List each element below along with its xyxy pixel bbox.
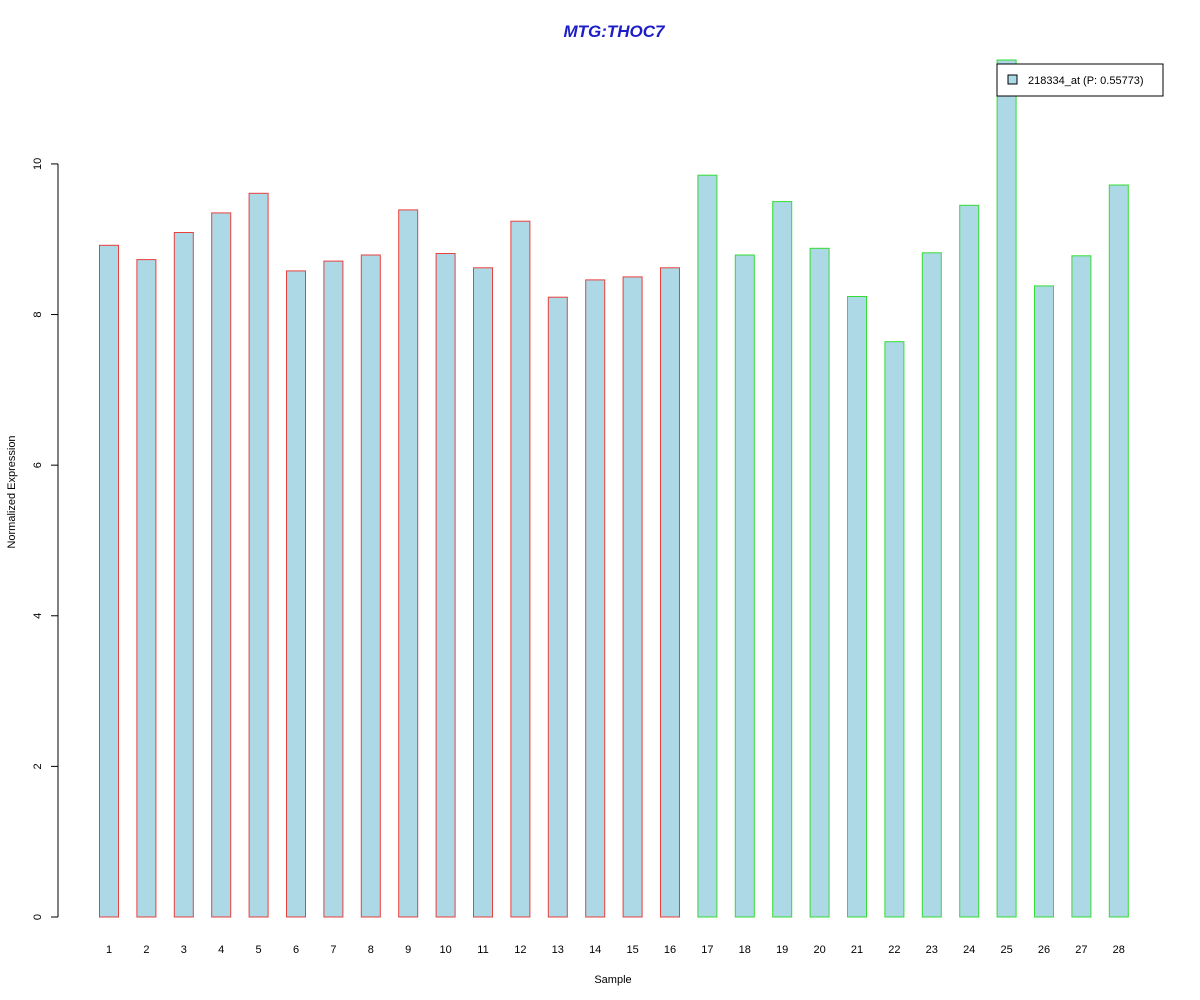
bar: [510, 220, 531, 918]
bar: [660, 267, 680, 918]
y-axis: 0 2 4 6 8 10: [32, 158, 59, 920]
x-tick-label: 13: [552, 944, 564, 956]
bar: [996, 59, 1017, 918]
bar: [547, 296, 568, 918]
x-tick-label: 9: [405, 944, 411, 956]
bar: [622, 276, 643, 918]
x-tick-label: 4: [218, 944, 224, 956]
y-tick-label: 4: [32, 613, 44, 619]
bar: [211, 212, 232, 918]
bar: [884, 341, 905, 918]
bar: [959, 204, 980, 918]
bar: [173, 232, 194, 918]
x-tick-label: 1: [106, 944, 112, 956]
bar: [435, 253, 456, 918]
y-tick-label: 2: [32, 763, 44, 769]
bars: [99, 59, 1129, 918]
x-tick-label: 16: [664, 944, 676, 956]
y-tick-label: 0: [32, 914, 44, 920]
y-tick-label: 10: [32, 158, 44, 170]
bar: [809, 247, 830, 918]
y-axis-label: Normalized Expression: [6, 435, 18, 548]
bar: [136, 259, 157, 918]
x-axis-tick-labels: 1 2 3 4 5 6 7 8 9 10 11 12 13 14 15 16 17 18 19 20 21 22 23 24 2…: [106, 944, 1125, 956]
bar: [1071, 255, 1092, 918]
x-tick-label: 2: [143, 944, 149, 956]
x-tick-label: 10: [439, 944, 451, 956]
legend-swatch: [1007, 74, 1018, 85]
bar: [1034, 285, 1054, 918]
x-tick-label: 7: [330, 944, 336, 956]
x-tick-label: 27: [1075, 944, 1087, 956]
x-tick-label: 3: [181, 944, 187, 956]
bar: [99, 244, 119, 918]
bar: [1108, 184, 1129, 918]
x-tick-label: 8: [368, 944, 374, 956]
x-tick-label: 5: [256, 944, 262, 956]
bar: [323, 260, 344, 918]
bar: [734, 254, 755, 918]
y-tick-label: 6: [32, 462, 44, 468]
x-tick-label: 19: [776, 944, 788, 956]
chart-title: MTG:THOC7: [563, 22, 666, 41]
x-tick-label: 18: [739, 944, 751, 956]
x-tick-label: 6: [293, 944, 299, 956]
bar: [921, 252, 942, 918]
x-tick-label: 28: [1113, 944, 1125, 956]
bar: [697, 174, 718, 918]
x-tick-label: 20: [813, 944, 825, 956]
x-tick-label: 24: [963, 944, 975, 956]
x-tick-label: 25: [1000, 944, 1012, 956]
bar: [772, 201, 793, 918]
y-tick-label: 8: [32, 311, 44, 317]
legend: 218334_at (P: 0.55773): [996, 63, 1164, 97]
x-tick-label: 22: [888, 944, 900, 956]
bar: [248, 192, 269, 918]
x-axis-label: Sample: [594, 974, 631, 986]
bar: [473, 267, 493, 918]
legend-entry-label: 218334_at (P: 0.55773): [1028, 75, 1144, 87]
bar: [286, 270, 306, 918]
bar: [398, 209, 419, 918]
bar: [585, 279, 606, 918]
x-tick-label: 17: [701, 944, 713, 956]
x-tick-label: 23: [926, 944, 938, 956]
legend-box: [996, 63, 1164, 97]
x-tick-label: 15: [626, 944, 638, 956]
x-tick-label: 11: [477, 944, 488, 956]
bar: [360, 254, 381, 918]
x-tick-label: 26: [1038, 944, 1050, 956]
x-tick-label: 21: [851, 944, 863, 956]
x-tick-label: 14: [589, 944, 601, 956]
x-tick-label: 12: [514, 944, 526, 956]
bar: [847, 296, 867, 918]
